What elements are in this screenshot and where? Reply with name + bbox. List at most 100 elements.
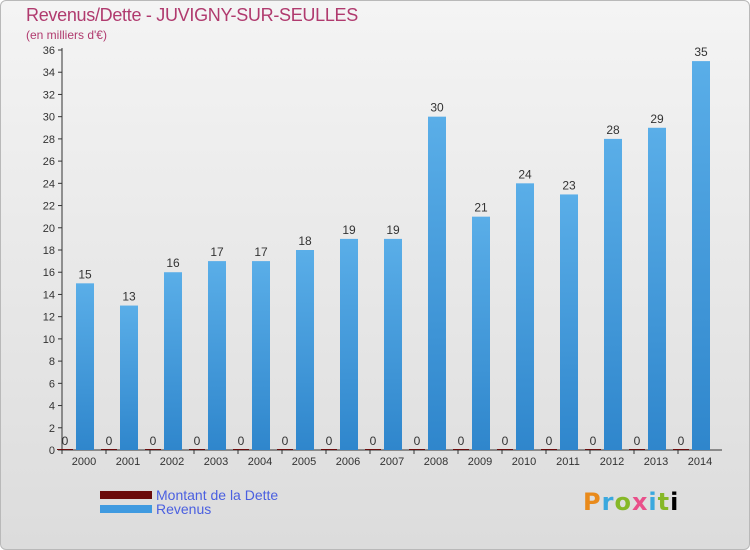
y-tick-label: 2 [49,423,55,435]
bar-revenus [692,61,710,450]
legend-label-dette: Montant de la Dette [156,487,279,503]
x-tick-label: 2012 [600,456,624,468]
legend-item-dette: Montant de la Dette [100,487,278,503]
data-label-dette: 0 [502,434,509,448]
data-label-revenus: 35 [694,45,708,59]
bar-dette [629,449,645,450]
bar-revenus [648,127,666,451]
x-tick-label: 2007 [380,456,404,468]
data-label-dette: 0 [194,434,201,448]
y-tick-label: 20 [43,223,55,235]
bar-revenus [516,183,534,451]
x-tick-label: 2009 [468,456,492,468]
data-label-dette: 0 [590,434,597,448]
y-tick-label: 12 [43,312,55,324]
bar-revenus [384,238,402,450]
bar-dette [365,449,381,450]
bar-dette [145,449,161,450]
data-label-dette: 0 [238,434,245,448]
data-label-revenus: 19 [342,223,356,237]
x-tick-label: 2011 [556,456,580,468]
bar-revenus [296,250,314,450]
bar-revenus [208,261,226,450]
bar-revenus [164,272,182,450]
data-label-dette: 0 [370,434,377,448]
bar-revenus [252,261,270,450]
data-label-revenus: 15 [78,267,92,281]
bar-dette [453,449,469,450]
x-tick-label: 2004 [248,456,272,468]
bar-dette [541,449,557,450]
x-tick-label: 2001 [116,456,140,468]
data-label-revenus: 23 [562,178,576,192]
x-tick-label: 2006 [336,456,360,468]
data-label-dette: 0 [678,434,685,448]
data-label-dette: 0 [414,434,421,448]
bar-dette [673,449,689,450]
data-label-revenus: 29 [650,112,664,126]
y-tick-label: 28 [43,134,55,146]
bar-dette [57,449,73,450]
data-label-dette: 0 [634,434,641,448]
x-tick-label: 2005 [292,456,316,468]
proxiti-logo: Proxiti [583,488,680,516]
legend-swatch-revenus [100,505,152,513]
bar-revenus [472,216,490,450]
x-tick-label: 2000 [72,456,96,468]
data-label-dette: 0 [282,434,289,448]
x-tick-label: 2002 [160,456,184,468]
data-label-revenus: 19 [386,223,400,237]
bar-dette [189,449,205,450]
bar-revenus [120,305,138,450]
y-tick-label: 32 [43,89,55,101]
data-label-revenus: 16 [166,256,180,270]
data-label-dette: 0 [546,434,553,448]
data-label-dette: 0 [106,434,113,448]
x-tick-label: 2013 [644,456,668,468]
y-tick-label: 34 [43,67,55,79]
bar-revenus [340,238,358,450]
data-label-dette: 0 [150,434,157,448]
y-tick-label: 24 [43,178,55,190]
data-label-dette: 0 [458,434,465,448]
y-tick-label: 36 [43,45,55,57]
bar-revenus [428,116,446,451]
data-label-revenus: 28 [606,123,620,137]
bar-dette [497,449,513,450]
data-label-revenus: 21 [474,201,488,215]
bar-revenus [76,283,94,450]
data-label-revenus: 30 [430,101,444,115]
bar-revenus [560,194,578,450]
bar-dette [409,449,425,450]
data-label-revenus: 18 [298,234,312,248]
legend-item-revenus: Revenus [100,501,211,517]
y-tick-label: 22 [43,201,55,213]
data-label-revenus: 24 [518,167,532,181]
bar-revenus [604,138,622,450]
y-tick-label: 8 [49,356,55,368]
y-tick-label: 26 [43,156,55,168]
x-tick-label: 2003 [204,456,228,468]
y-tick-label: 16 [43,267,55,279]
data-label-revenus: 17 [210,245,224,259]
bar-dette [321,449,337,450]
y-tick-label: 6 [49,378,55,390]
x-tick-label: 2008 [424,456,448,468]
data-label-dette: 0 [326,434,333,448]
y-tick-label: 4 [49,401,55,413]
bar-dette [585,449,601,450]
x-tick-label: 2014 [688,456,712,468]
bar-dette [277,449,293,450]
data-label-revenus: 13 [122,290,136,304]
y-tick-label: 0 [49,445,55,457]
data-label-dette: 0 [62,434,69,448]
chart-title: Revenus/Dette - JUVIGNY-SUR-SEULLES [26,5,358,25]
legend-swatch-dette [100,491,152,499]
y-tick-label: 10 [43,334,55,346]
legend-label-revenus: Revenus [156,501,212,517]
bar-dette [101,449,117,450]
chart-subtitle: (en milliers d'€) [26,28,107,42]
x-tick-label: 2010 [512,456,536,468]
